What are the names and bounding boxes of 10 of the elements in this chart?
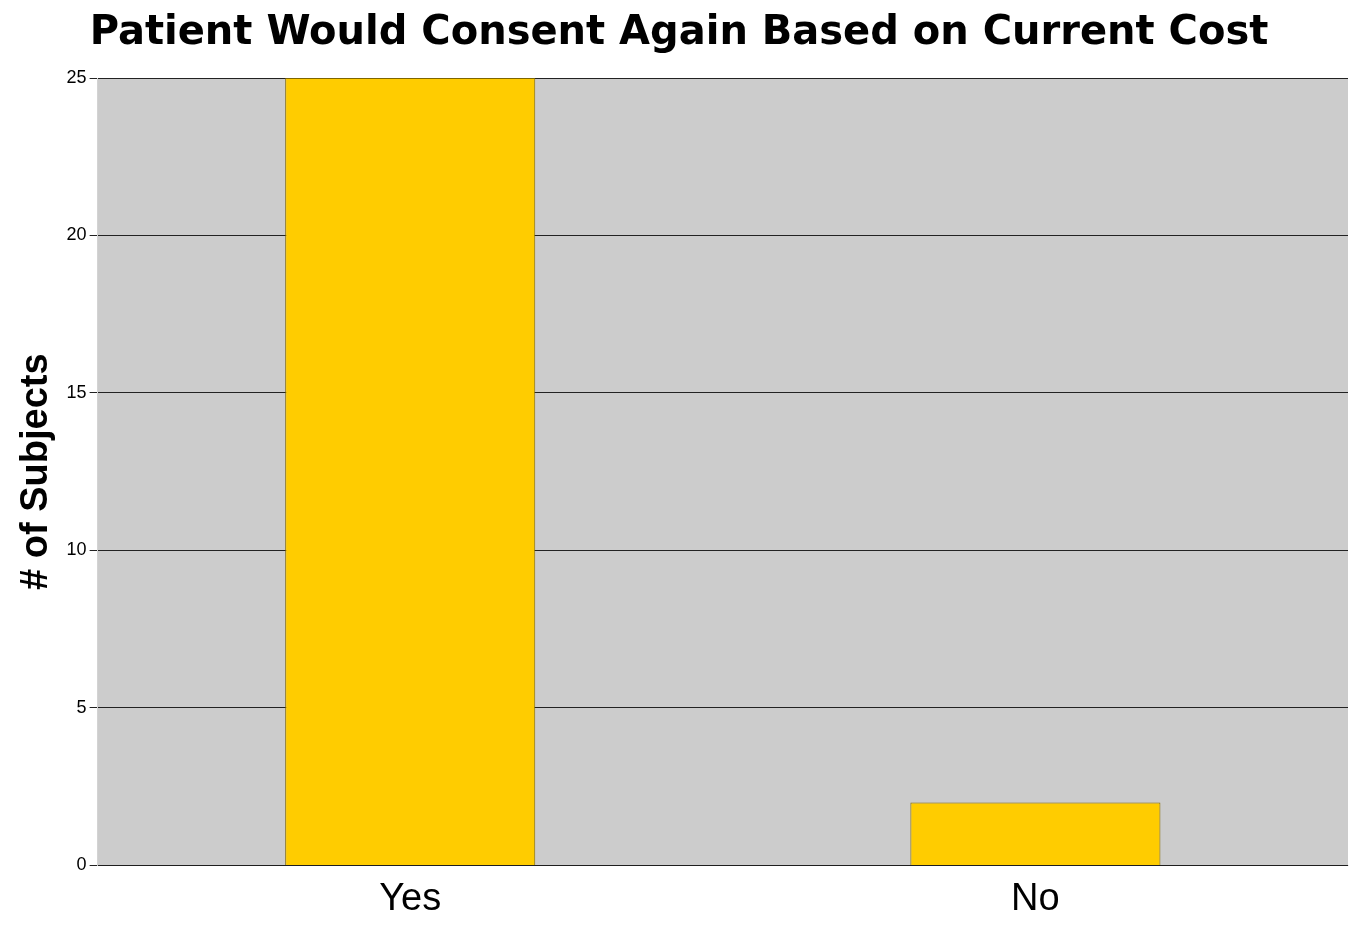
chart-title: Patient Would Consent Again Based on Current Cost	[89, 7, 1269, 54]
x-tick-label: No	[1011, 875, 1060, 918]
y-tick-label: 10	[66, 539, 87, 560]
y-tick-label: 0	[76, 854, 87, 875]
y-tick-label: 15	[66, 381, 87, 402]
y-tick-label: 20	[66, 224, 87, 245]
y-tick-label: 5	[76, 696, 87, 717]
x-tick-label: Yes	[379, 875, 442, 918]
y-tick-label: 25	[66, 66, 87, 87]
y-axis-title: # of Subjects	[13, 353, 56, 590]
